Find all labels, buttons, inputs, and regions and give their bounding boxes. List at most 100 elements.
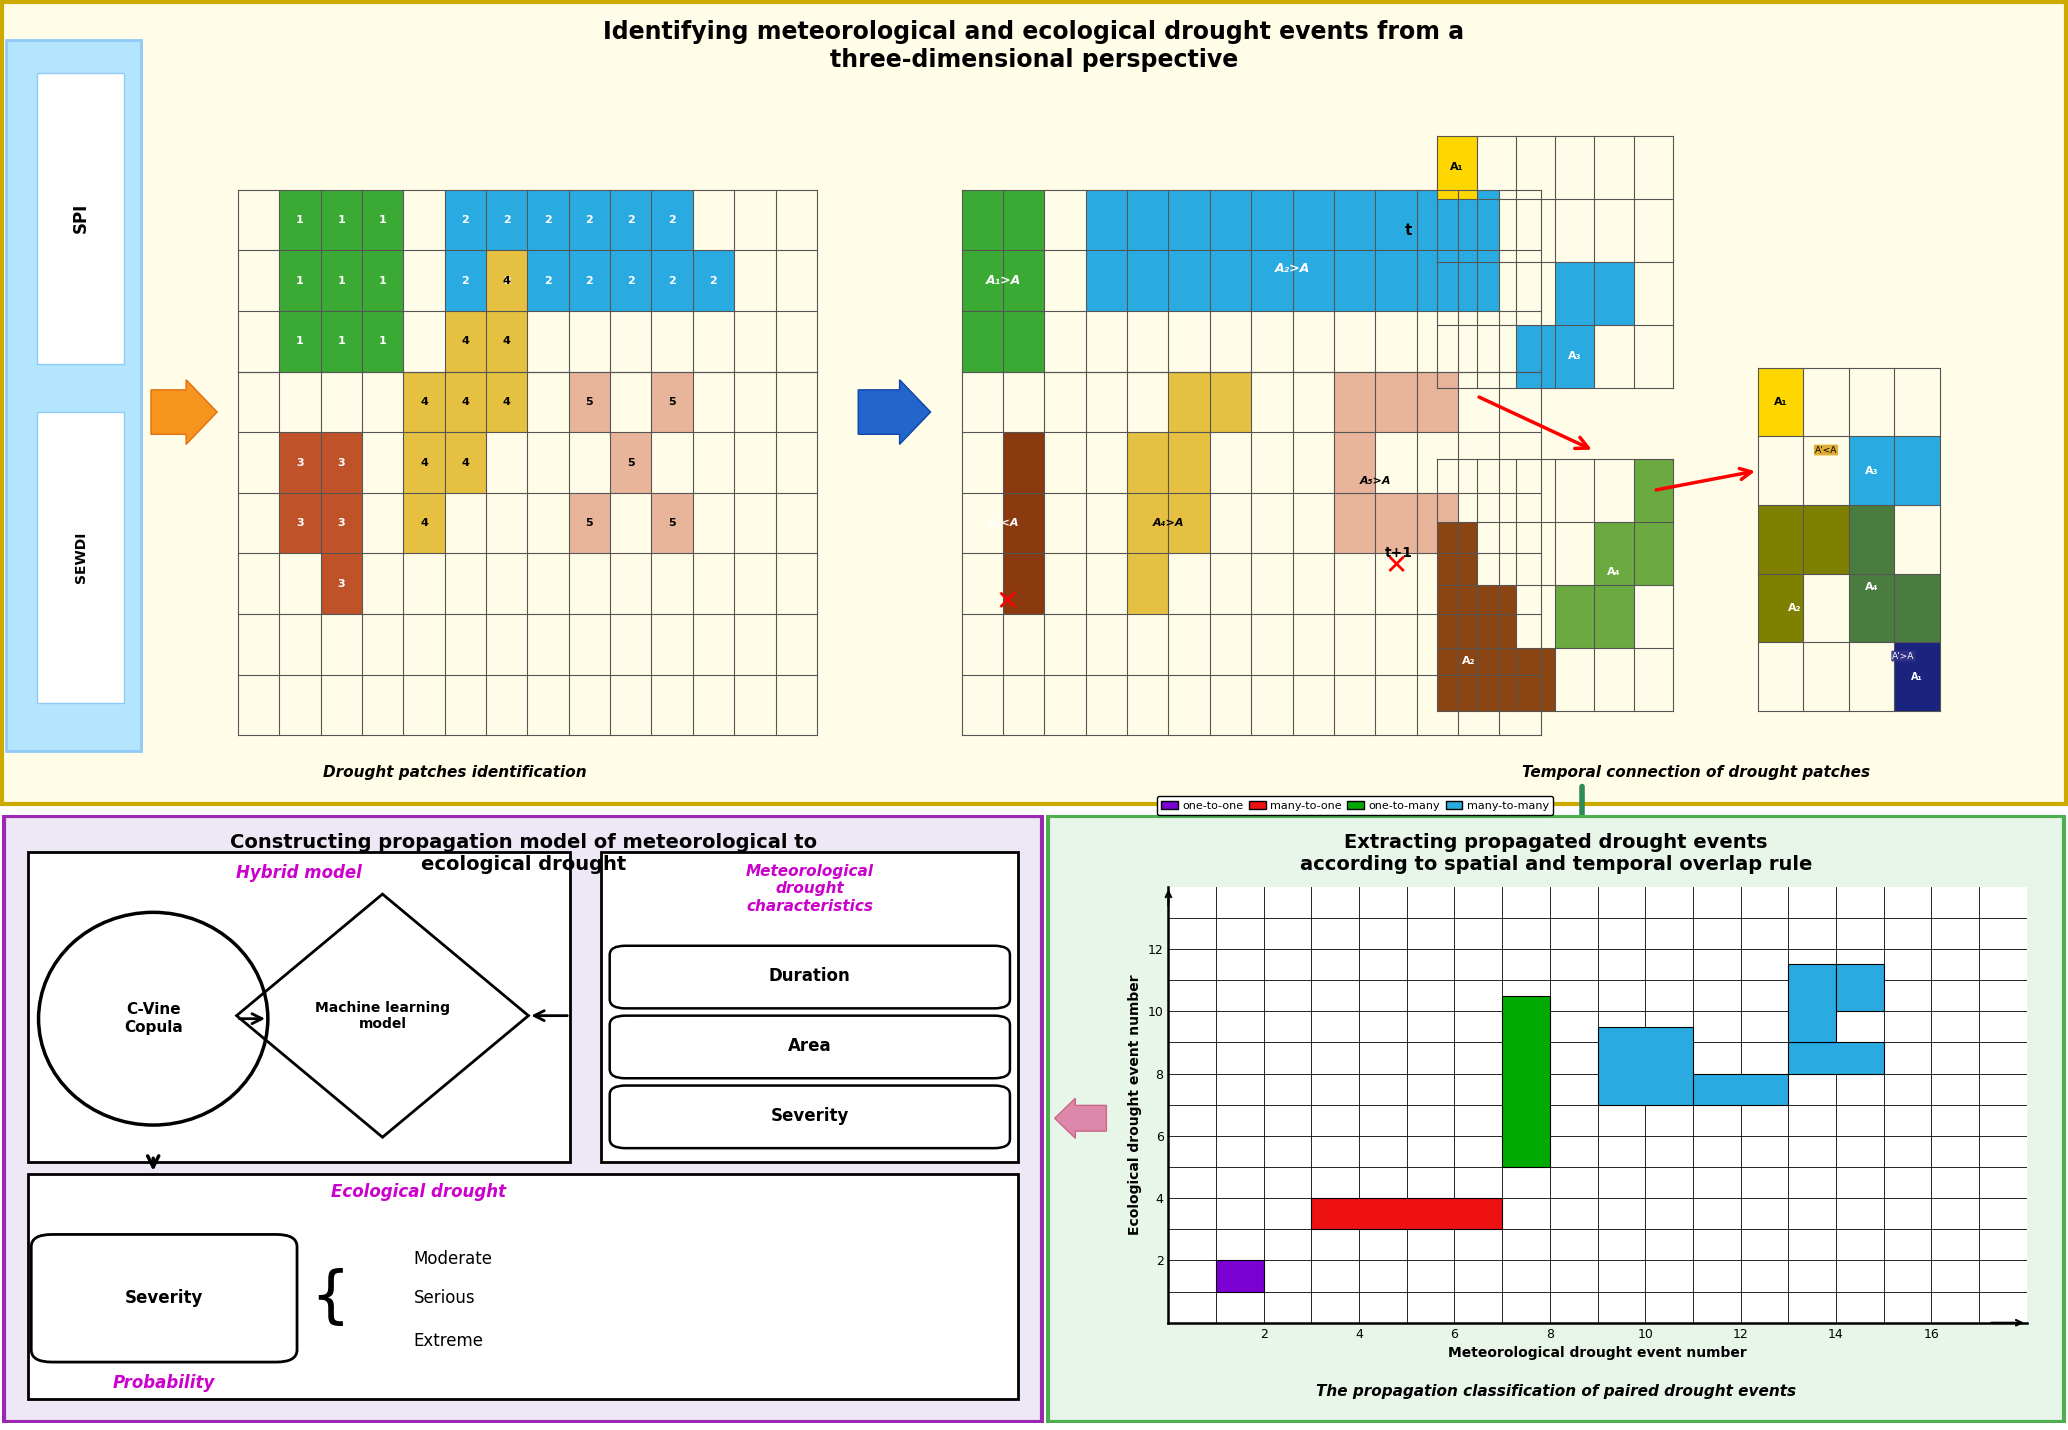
Text: Extreme: Extreme bbox=[414, 1331, 484, 1350]
Text: 2: 2 bbox=[627, 276, 635, 286]
Bar bbox=[1437, 585, 1477, 648]
Text: 4: 4 bbox=[420, 458, 428, 468]
Bar bbox=[651, 190, 693, 250]
Text: 3: 3 bbox=[337, 518, 345, 528]
Bar bbox=[279, 432, 321, 493]
Text: 3: 3 bbox=[296, 458, 304, 468]
Bar bbox=[569, 190, 610, 250]
Bar bbox=[362, 312, 403, 372]
Bar bbox=[1555, 262, 1594, 325]
Bar bbox=[1127, 432, 1168, 493]
Text: ✕: ✕ bbox=[995, 588, 1020, 616]
Bar bbox=[1836, 964, 1884, 1011]
Bar bbox=[321, 432, 362, 493]
Text: ✕: ✕ bbox=[1383, 552, 1408, 579]
Text: 4: 4 bbox=[503, 398, 511, 408]
Bar bbox=[1292, 250, 1334, 312]
Bar bbox=[1003, 312, 1044, 372]
Text: 3: 3 bbox=[337, 579, 345, 589]
FancyBboxPatch shape bbox=[610, 945, 1009, 1008]
Bar bbox=[1168, 250, 1210, 312]
Bar bbox=[1849, 436, 1894, 505]
FancyBboxPatch shape bbox=[610, 1015, 1009, 1078]
Text: t: t bbox=[1404, 223, 1412, 237]
Text: 2: 2 bbox=[709, 276, 718, 286]
Bar bbox=[321, 553, 362, 613]
Bar bbox=[1251, 250, 1292, 312]
Bar bbox=[1594, 262, 1634, 325]
Text: 1: 1 bbox=[337, 276, 345, 286]
Bar bbox=[486, 250, 527, 312]
Bar bbox=[1168, 493, 1210, 553]
Bar bbox=[1127, 190, 1168, 250]
Bar bbox=[651, 250, 693, 312]
Bar bbox=[486, 250, 527, 312]
Text: A₁: A₁ bbox=[1911, 672, 1923, 682]
FancyBboxPatch shape bbox=[4, 817, 1042, 1421]
Bar bbox=[1789, 1042, 1884, 1074]
Bar bbox=[1003, 432, 1044, 493]
Bar bbox=[569, 493, 610, 553]
Text: 5: 5 bbox=[668, 398, 676, 408]
Bar bbox=[1375, 250, 1417, 312]
Text: SPI: SPI bbox=[72, 203, 89, 233]
Text: Machine learning
model: Machine learning model bbox=[314, 1001, 451, 1031]
Text: 2: 2 bbox=[668, 276, 676, 286]
Bar bbox=[403, 493, 445, 553]
Bar bbox=[1127, 553, 1168, 613]
Text: 4: 4 bbox=[461, 336, 469, 346]
Bar bbox=[651, 493, 693, 553]
FancyBboxPatch shape bbox=[2, 3, 2066, 804]
Bar bbox=[962, 250, 1003, 312]
Text: {: { bbox=[310, 1268, 349, 1328]
FancyArrow shape bbox=[858, 380, 931, 445]
Text: 5: 5 bbox=[627, 458, 635, 468]
Bar bbox=[610, 432, 651, 493]
Bar bbox=[1292, 190, 1334, 250]
Bar bbox=[1210, 372, 1251, 432]
Text: Temporal connection of drought patches: Temporal connection of drought patches bbox=[1522, 765, 1869, 779]
Text: A'>A: A'>A bbox=[1892, 652, 1915, 661]
FancyArrow shape bbox=[151, 380, 217, 445]
Text: Constructing propagation model of meteorological to
ecological drought: Constructing propagation model of meteor… bbox=[230, 834, 817, 874]
FancyBboxPatch shape bbox=[6, 40, 141, 751]
Bar bbox=[1311, 1198, 1501, 1230]
Text: Hybrid model: Hybrid model bbox=[236, 864, 362, 882]
Text: The propagation classification of paired drought events: The propagation classification of paired… bbox=[1315, 1384, 1797, 1399]
Bar bbox=[1477, 648, 1516, 711]
Bar bbox=[1216, 1260, 1264, 1291]
Bar bbox=[486, 372, 527, 432]
Bar bbox=[1334, 493, 1375, 553]
Bar bbox=[1127, 493, 1168, 553]
Bar bbox=[445, 190, 486, 250]
Text: A₃<A: A₃<A bbox=[986, 518, 1020, 528]
Bar bbox=[1634, 522, 1673, 585]
Text: C-Vine
Copula: C-Vine Copula bbox=[124, 1002, 182, 1035]
Bar bbox=[1417, 372, 1458, 432]
Text: A₂>A: A₂>A bbox=[1274, 262, 1311, 275]
FancyBboxPatch shape bbox=[29, 1174, 1017, 1399]
Text: 2: 2 bbox=[627, 214, 635, 225]
Bar bbox=[279, 190, 321, 250]
Bar bbox=[279, 493, 321, 553]
Bar bbox=[1168, 190, 1210, 250]
Text: A₁: A₁ bbox=[1450, 162, 1464, 172]
Bar bbox=[1458, 250, 1499, 312]
Bar bbox=[1849, 505, 1894, 573]
Bar bbox=[962, 312, 1003, 372]
Text: Moderate: Moderate bbox=[414, 1250, 492, 1268]
Bar bbox=[1555, 585, 1594, 648]
FancyBboxPatch shape bbox=[602, 852, 1017, 1161]
Bar bbox=[1694, 1074, 1789, 1104]
Text: 5: 5 bbox=[668, 518, 676, 528]
FancyBboxPatch shape bbox=[37, 412, 124, 704]
Text: Severity: Severity bbox=[771, 1107, 850, 1125]
Bar bbox=[1894, 573, 1940, 642]
Text: A'<A: A'<A bbox=[1816, 446, 1836, 455]
Bar bbox=[1003, 493, 1044, 553]
Text: Meteorological
drought
characteristics: Meteorological drought characteristics bbox=[747, 864, 875, 914]
Bar bbox=[1594, 585, 1634, 648]
Bar bbox=[569, 372, 610, 432]
Bar bbox=[610, 250, 651, 312]
Text: A₁: A₁ bbox=[1774, 398, 1787, 408]
